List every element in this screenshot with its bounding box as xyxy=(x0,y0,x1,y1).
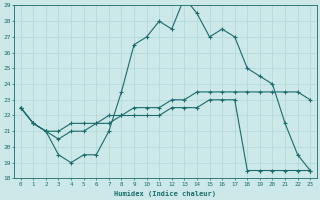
X-axis label: Humidex (Indice chaleur): Humidex (Indice chaleur) xyxy=(115,190,217,197)
